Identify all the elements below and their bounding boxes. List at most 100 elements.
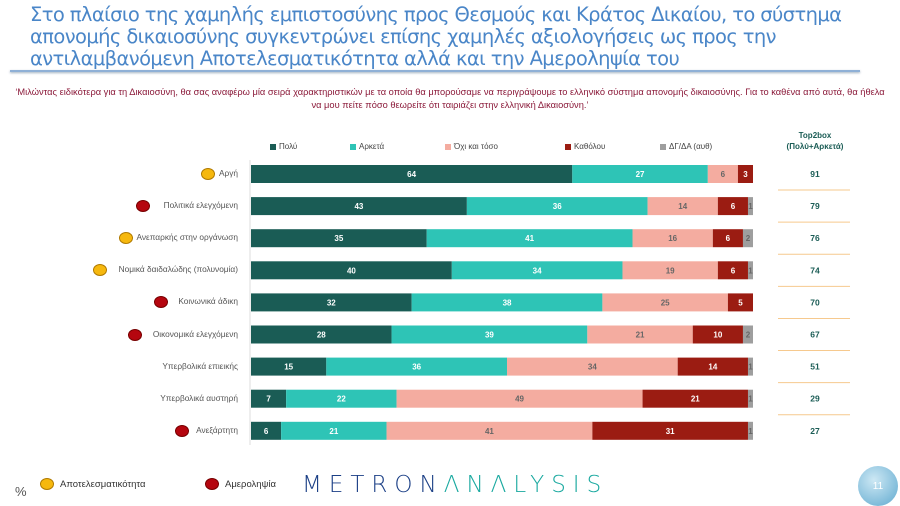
data-label: 1: [748, 266, 753, 275]
data-label: 28: [317, 331, 326, 340]
data-label: 7: [266, 395, 271, 404]
data-label: 16: [668, 234, 677, 243]
category-label: Οικονομικά ελεγχόμενη: [152, 328, 238, 339]
data-label: 38: [503, 298, 512, 307]
marker-legend-item: Αποτελεσματικότητα: [40, 478, 146, 490]
category-label: Ανεξάρτητη: [196, 424, 238, 435]
data-label: 2: [746, 331, 751, 340]
bar-segment: [742, 229, 753, 248]
legend-item: Καθόλου: [565, 142, 605, 151]
red-dot-icon: [175, 424, 189, 437]
data-label: 35: [334, 234, 343, 243]
metron-analysis-logo: METRONΛNΛLYSIS: [302, 472, 609, 498]
bar-segment: [677, 357, 748, 376]
top2box-value: 79: [810, 201, 820, 211]
data-label: 25: [661, 298, 670, 307]
bar-segment: [647, 197, 718, 216]
marker-legend-item: Αμεροληψία: [205, 478, 276, 490]
bar-segment: [707, 165, 738, 183]
bar-segment: [396, 389, 643, 408]
bar-segment: [281, 421, 387, 440]
bar-segment: [717, 197, 748, 216]
yellow-dot-icon: [200, 168, 215, 180]
data-label: 41: [485, 427, 494, 436]
marker-legend-label: Αμεροληψία: [225, 478, 276, 490]
data-label: 31: [666, 427, 675, 436]
legend-item: Αρκετά: [350, 142, 384, 151]
top2box-value: 91: [810, 169, 820, 179]
bar-segment: [251, 421, 282, 440]
red-dot-icon: [127, 328, 142, 341]
top2box-value: 67: [810, 330, 820, 340]
data-label: 41: [525, 234, 534, 243]
bar-segment: [747, 357, 753, 376]
bar-segment: [286, 389, 397, 408]
bar-segment: [326, 357, 508, 376]
data-label: 21: [636, 331, 645, 340]
top2box-value: 51: [810, 362, 820, 372]
bar-segment: [587, 325, 693, 344]
data-label: 32: [327, 298, 336, 307]
bar-segment: [251, 261, 452, 280]
data-label: 6: [721, 170, 726, 179]
bar-segment: [391, 325, 588, 344]
data-label: 36: [412, 363, 421, 372]
top2box-header: Top2box (Πολύ+Αρκετά): [786, 131, 844, 151]
data-label: 14: [708, 363, 717, 372]
red-dot-icon: [136, 200, 151, 213]
legend-item: Όχι και τόσο: [445, 142, 498, 151]
data-label: 2: [746, 234, 751, 243]
data-label: 34: [588, 363, 597, 372]
top2box-value: 74: [810, 265, 820, 275]
data-label: 27: [636, 170, 645, 179]
category-label: Πολιτικά ελεγχόμενη: [163, 200, 238, 211]
top2box-value: 70: [810, 297, 820, 307]
data-label: 6: [731, 266, 736, 275]
data-label: 14: [678, 202, 687, 211]
data-label: 5: [738, 298, 743, 307]
category-label: Υπερβολικά αυστηρή: [160, 392, 238, 403]
bar-segment: [712, 229, 743, 248]
bar-segment: [451, 261, 623, 280]
yellow-dot-icon: [40, 478, 54, 490]
bar-segment: [572, 165, 708, 183]
data-label: 15: [284, 363, 293, 372]
data-label: 64: [407, 170, 416, 179]
bar-segment: [592, 421, 748, 440]
data-label: 43: [354, 202, 363, 211]
bar-segment: [737, 165, 753, 183]
bar-segment: [507, 357, 678, 376]
data-label: 36: [553, 202, 562, 211]
bar-segment: [742, 325, 753, 344]
bar-segment: [692, 325, 743, 344]
category-label: Υπερβολικά επιεικής: [162, 360, 238, 371]
bar-segment: [642, 389, 748, 408]
data-label: 6: [264, 427, 269, 436]
data-label: 21: [329, 427, 338, 436]
data-label: 3: [743, 170, 748, 179]
data-label: 21: [691, 395, 700, 404]
red-dot-icon: [153, 296, 168, 309]
page-number: 11: [858, 466, 898, 506]
data-label: 1: [748, 395, 753, 404]
legend-item: ΔΓ/ΔΑ (αυθ): [660, 142, 712, 151]
legend-item: Πολύ: [270, 142, 297, 151]
question-text: ‘Μιλώντας ειδικότερα για τη Δικαιοσύνη, …: [15, 87, 885, 110]
data-label: 19: [666, 266, 675, 275]
bar-segment: [727, 293, 753, 312]
bar-segment: [251, 197, 467, 216]
yellow-dot-icon: [119, 232, 134, 245]
title-divider: [10, 70, 860, 72]
category-label: Αργή: [218, 168, 238, 178]
bar-segment: [747, 197, 753, 216]
bar-segment: [251, 165, 573, 183]
data-label: 40: [347, 266, 356, 275]
bar-segment: [717, 261, 748, 280]
category-label: Νομικά δαιδαλώδης (πολυνομία): [118, 264, 238, 275]
bar-segment: [251, 389, 287, 408]
bar-segment: [466, 197, 648, 216]
bar-segment: [411, 293, 603, 312]
data-label: 1: [748, 363, 753, 372]
top2box-value: 76: [810, 233, 820, 243]
marker-legend-label: Αποτελεσματικότητα: [60, 478, 146, 490]
